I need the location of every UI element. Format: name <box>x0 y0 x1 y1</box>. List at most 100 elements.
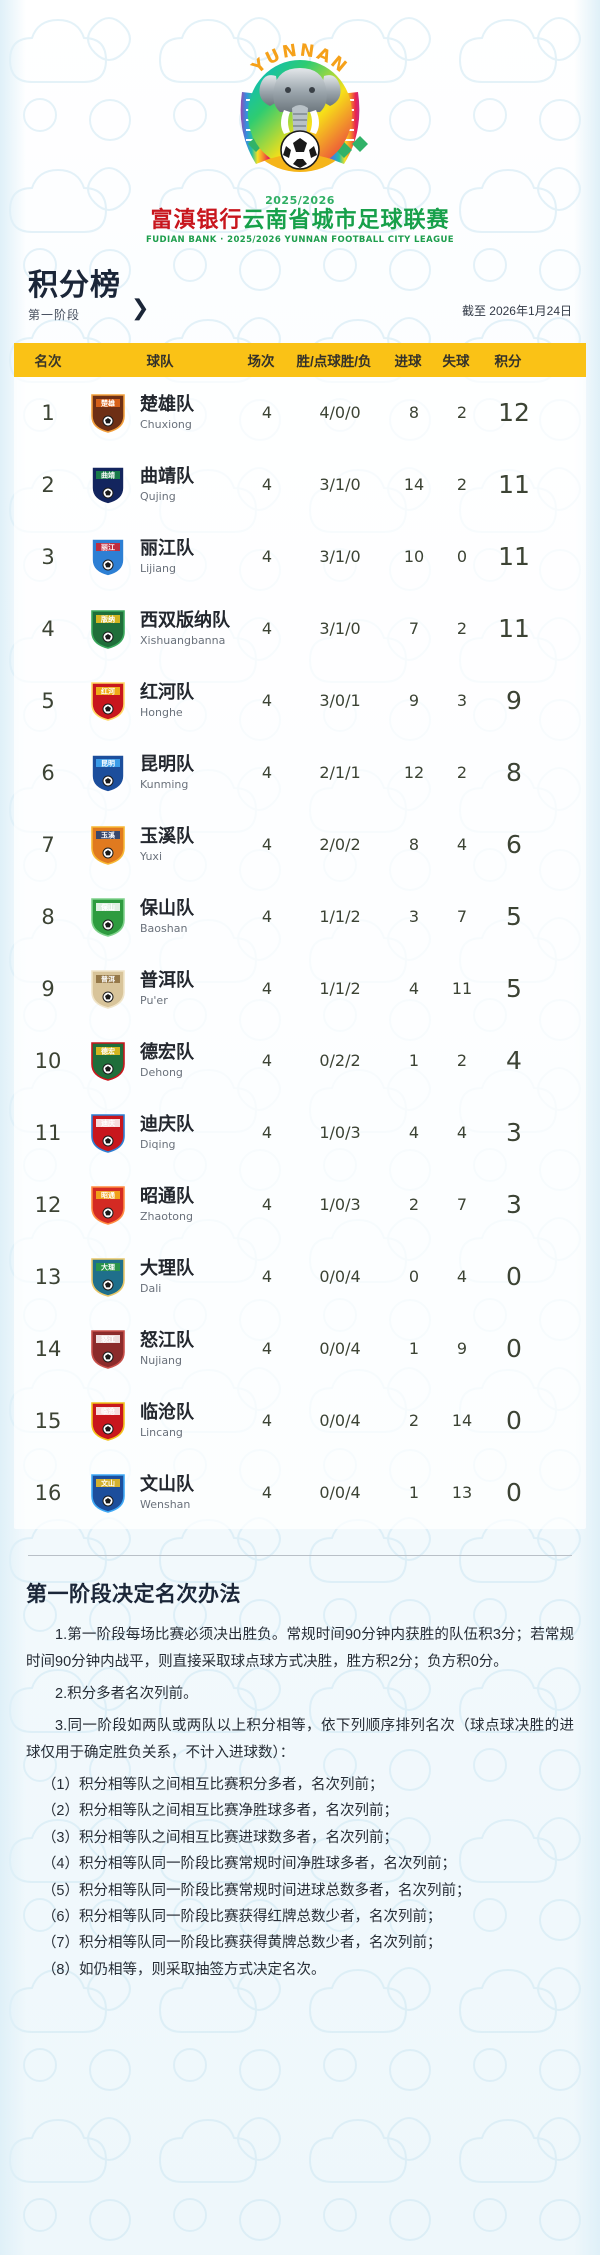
cell-goals-against: 2 <box>456 475 468 495</box>
league-chinese-title: 富滇银行云南省城市足球联赛 <box>0 207 600 232</box>
table-row[interactable]: 5 红河 红河队 Honghe 4 3/0/1 9 3 9 <box>14 665 586 737</box>
yunnan-elephant-emblem: YUNNAN <box>240 41 368 172</box>
table-row[interactable]: 15 临沧 临沧队 Lincang 4 0/0/4 2 14 0 <box>14 1385 586 1457</box>
cell-team-name: 德宏队 Dehong <box>134 1042 244 1079</box>
team-badge-icon: 迪庆 <box>91 1113 125 1153</box>
cell-points: 6 <box>486 830 542 859</box>
team-name-cn: 曲靖队 <box>140 466 194 487</box>
team-name-cn: 昆明队 <box>140 754 194 775</box>
header-goals-for: 进球 <box>394 354 422 370</box>
table-row[interactable]: 8 保山 保山队 Baoshan 4 1/1/2 3 7 5 <box>14 881 586 953</box>
rule-item: 1.第一阶段每场比赛必须决出胜负。常规时间90分钟内获胜的队伍积3分；若常规时间… <box>26 1627 574 1670</box>
team-name-en: Nujiang <box>140 1354 183 1368</box>
cell-played: 4 <box>261 1051 273 1071</box>
cell-played: 4 <box>261 403 273 423</box>
cell-played: 4 <box>261 763 273 783</box>
rank-value: 15 <box>34 1408 62 1433</box>
rule-sub-item: （5）积分相等队同一阶段比赛常规时间进球总数多者，名次列前； <box>41 1882 471 1899</box>
cell-wdl: 0/0/4 <box>319 1339 361 1359</box>
cell-rank: 16 <box>14 1481 82 1505</box>
team-badge-icon: 昆明 <box>91 753 125 793</box>
table-row[interactable]: 10 德宏 德宏队 Dehong 4 0/2/2 1 2 4 <box>14 1025 586 1097</box>
team-badge-icon: 红河 <box>91 681 125 721</box>
cell-played: 4 <box>261 619 273 639</box>
cell-team-badge: 昆明 <box>82 752 134 794</box>
cell-goals-for: 9 <box>408 691 420 711</box>
team-name-en: Lijiang <box>140 562 176 576</box>
team-name-cn: 楚雄队 <box>140 394 194 415</box>
team-name-cn: 迪庆队 <box>140 1114 194 1135</box>
points-value: 0 <box>506 1262 522 1292</box>
team-name-en: Wenshan <box>140 1498 191 1512</box>
table-row[interactable]: 14 怒江 怒江队 Nujiang 4 0/0/4 1 9 0 <box>14 1313 586 1385</box>
cell-goals-against: 11 <box>451 979 473 999</box>
points-value: 5 <box>506 974 522 1004</box>
cell-rank: 13 <box>14 1265 82 1289</box>
team-badge-icon: 版纳 <box>91 609 125 649</box>
as-of-date: 截至 2026年1月24日 <box>461 304 572 319</box>
table-row[interactable]: 13 大理 大理队 Dali 4 0/0/4 0 4 0 <box>14 1241 586 1313</box>
cell-wdl: 1/0/3 <box>319 1195 361 1215</box>
cell-team-badge: 怒江 <box>82 1328 134 1370</box>
table-row[interactable]: 11 迪庆 迪庆队 Diqing 4 1/0/3 4 4 3 <box>14 1097 586 1169</box>
table-row[interactable]: 4 版纳 西双版纳队 Xishuangbanna 4 3/1/0 7 2 11 <box>14 593 586 665</box>
cell-rank: 5 <box>14 689 82 713</box>
table-row[interactable]: 1 楚雄 楚雄队 Chuxiong 4 4/0/0 8 2 12 <box>14 377 586 449</box>
cell-played: 4 <box>261 1411 273 1431</box>
cell-goals-for: 2 <box>408 1195 420 1215</box>
svg-text:丽江: 丽江 <box>101 542 115 551</box>
cell-points: 5 <box>486 974 542 1003</box>
rank-value: 13 <box>34 1264 62 1289</box>
table-header-row: 名次 球队 场次 胜/点球胜/负 进球 失球 积分 <box>14 343 586 378</box>
cell-points: 3 <box>486 1190 542 1219</box>
rank-value: 10 <box>34 1048 62 1073</box>
table-row[interactable]: 9 普洱 普洱队 Pu'er 4 1/1/2 4 11 5 <box>14 953 586 1025</box>
rank-value: 14 <box>34 1336 62 1361</box>
cell-team-badge: 文山 <box>82 1472 134 1514</box>
team-name-en: Kunming <box>140 778 189 792</box>
team-name-cn: 丽江队 <box>140 538 194 559</box>
team-badge-icon: 楚雄 <box>91 393 125 433</box>
table-row[interactable]: 6 昆明 昆明队 Kunming 4 2/1/1 12 2 8 <box>14 737 586 809</box>
cell-played: 4 <box>261 907 273 927</box>
header-points: 积分 <box>494 354 522 370</box>
cell-team-name: 红河队 Honghe <box>134 682 244 719</box>
points-value: 3 <box>506 1118 522 1148</box>
team-name-en: Qujing <box>140 490 176 504</box>
team-badge-icon: 文山 <box>91 1473 125 1513</box>
cell-rank: 15 <box>14 1409 82 1433</box>
cell-team-name: 曲靖队 Qujing <box>134 466 244 503</box>
svg-text:普洱: 普洱 <box>101 974 115 983</box>
svg-text:文山: 文山 <box>101 1478 115 1487</box>
team-badge-icon: 曲靖 <box>91 465 125 505</box>
bank-sponsor-name: 富滇银行 <box>150 207 243 232</box>
team-name-cn: 文山队 <box>140 1474 194 1495</box>
cell-goals-for: 8 <box>408 403 420 423</box>
cell-goals-for: 12 <box>403 763 425 783</box>
team-name-cn: 昭通队 <box>140 1186 194 1207</box>
table-row[interactable]: 3 丽江 丽江队 Lijiang 4 3/1/0 10 0 11 <box>14 521 586 593</box>
team-name-cn: 德宏队 <box>140 1042 194 1063</box>
cell-wdl: 0/0/4 <box>319 1483 361 1503</box>
cell-team-name: 临沧队 Lincang <box>134 1402 244 1439</box>
team-badge-icon: 玉溪 <box>91 825 125 865</box>
rank-value: 7 <box>41 832 55 857</box>
cell-rank: 10 <box>14 1049 82 1073</box>
team-name-en: Diqing <box>140 1138 176 1152</box>
points-value: 0 <box>506 1478 522 1508</box>
chevron-right-icon[interactable]: ❯ <box>131 296 150 322</box>
cell-goals-against: 13 <box>451 1483 473 1503</box>
cell-goals-against: 3 <box>456 691 468 711</box>
team-name-en: Lincang <box>140 1426 183 1440</box>
cell-team-badge: 大理 <box>82 1256 134 1298</box>
table-row[interactable]: 7 玉溪 玉溪队 Yuxi 4 2/0/2 8 4 6 <box>14 809 586 881</box>
table-row[interactable]: 12 昭通 昭通队 Zhaotong 4 1/0/3 2 7 3 <box>14 1169 586 1241</box>
team-badge-icon: 丽江 <box>91 537 125 577</box>
svg-text:昆明: 昆明 <box>101 758 115 767</box>
svg-text:大理: 大理 <box>101 1262 115 1271</box>
svg-text:楚雄: 楚雄 <box>100 398 115 407</box>
cell-team-name: 西双版纳队 Xishuangbanna <box>134 610 244 647</box>
table-row[interactable]: 2 曲靖 曲靖队 Qujing 4 3/1/0 14 2 11 <box>14 449 586 521</box>
table-row[interactable]: 16 文山 文山队 Wenshan 4 0/0/4 1 13 0 <box>14 1457 586 1529</box>
rule-sub-item: （1）积分相等队之间相互比赛积分多者，名次列前； <box>41 1777 384 1794</box>
